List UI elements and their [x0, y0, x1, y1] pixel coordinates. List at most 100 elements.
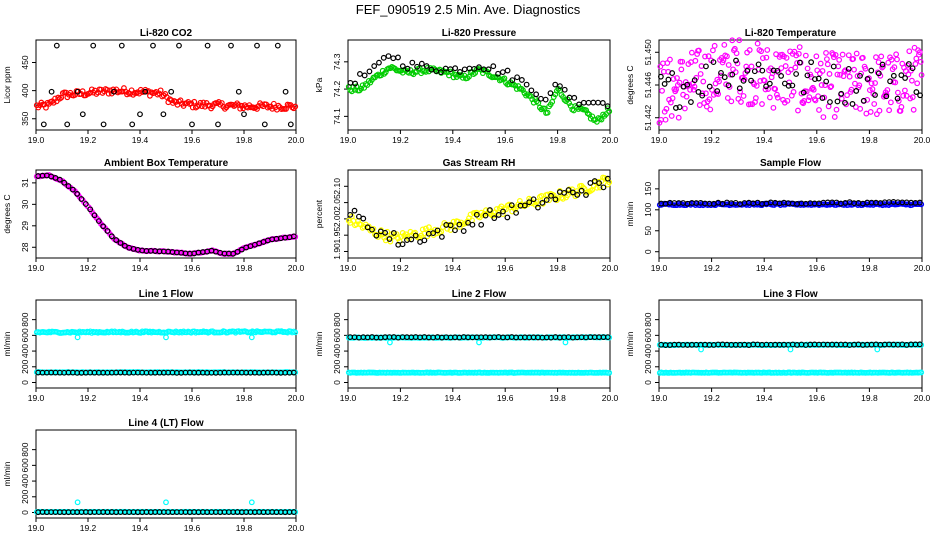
- data-point: [917, 92, 924, 99]
- data-point: [399, 63, 406, 70]
- y-tick-label: 200: [20, 359, 30, 373]
- data-point: [676, 104, 683, 111]
- data-point: [290, 233, 297, 240]
- data-point: [678, 66, 685, 73]
- data-point: [774, 94, 781, 101]
- data-point: [292, 103, 299, 110]
- data-point: [560, 94, 566, 100]
- y-tick-label: 29: [20, 221, 30, 231]
- x-tick-label: 19.8: [861, 135, 878, 145]
- x-tick-label: 19.4: [756, 393, 773, 403]
- data-point: [78, 196, 85, 202]
- data-point: [583, 192, 589, 198]
- x-tick-label: 20.0: [914, 263, 931, 273]
- data-point: [823, 50, 829, 56]
- x-tick-label: 19.6: [184, 263, 201, 273]
- x-tick-label: 19.8: [236, 523, 253, 533]
- plot-frame: [35, 429, 297, 519]
- x-tick-label: 19.0: [651, 135, 668, 145]
- data-point: [578, 187, 585, 194]
- data-point: [478, 221, 485, 228]
- data-point: [461, 66, 468, 73]
- series-black: [347, 175, 611, 248]
- series-ref: [345, 63, 613, 125]
- data-point: [888, 56, 895, 63]
- data-point: [508, 202, 515, 209]
- data-point: [826, 71, 833, 77]
- data-point: [796, 59, 803, 66]
- y-tick-label: 200: [20, 489, 30, 503]
- data-point: [360, 215, 367, 222]
- data-point: [714, 88, 721, 94]
- data-point: [509, 77, 516, 83]
- data-point: [828, 83, 835, 90]
- chart-panel-3: Li-820 Temperature degrees C 19.0 19.2 19.4 1…: [625, 28, 931, 145]
- y-tick-label: 50: [643, 226, 653, 236]
- data-point: [805, 97, 812, 104]
- data-point: [804, 72, 811, 79]
- data-point: [887, 99, 894, 106]
- y-axis-label: ml/min: [2, 331, 12, 356]
- data-point: [692, 57, 699, 64]
- data-point: [774, 91, 780, 98]
- data-point: [495, 212, 502, 218]
- data-point: [804, 65, 811, 72]
- y-tick-label: 2.10: [332, 178, 342, 195]
- data-point: [122, 88, 129, 95]
- data-point: [817, 60, 824, 67]
- y-tick-label: 800: [332, 312, 342, 326]
- chart-title: Line 4 (LT) Flow: [128, 418, 204, 429]
- data-point: [408, 236, 415, 243]
- data-point: [845, 52, 852, 59]
- data-point: [254, 42, 260, 49]
- data-point: [812, 97, 819, 104]
- data-point: [90, 42, 97, 49]
- x-tick-label: 19.2: [80, 393, 97, 403]
- data-point: [521, 202, 528, 209]
- data-point: [909, 65, 916, 72]
- data-point: [916, 199, 923, 206]
- data-point: [856, 82, 863, 89]
- data-point: [772, 86, 779, 92]
- data-point: [698, 346, 704, 353]
- data-point: [390, 230, 397, 236]
- data-point: [69, 186, 76, 193]
- y-tick-label: 2.00: [332, 210, 342, 227]
- data-point: [674, 75, 680, 81]
- x-tick-label: 19.6: [184, 523, 201, 533]
- data-point: [596, 180, 602, 186]
- y-tick-label: 1.90: [332, 243, 342, 260]
- data-point: [580, 184, 586, 191]
- data-point: [690, 86, 697, 93]
- chart-title: Li-820 CO2: [140, 28, 193, 39]
- data-point: [93, 91, 100, 97]
- data-point: [580, 99, 587, 106]
- chart-title: Li-820 Pressure: [442, 28, 517, 39]
- x-tick-label: 19.6: [497, 393, 514, 403]
- data-point: [827, 84, 834, 91]
- data-point: [853, 50, 860, 57]
- data-point: [544, 109, 551, 116]
- data-point: [695, 47, 702, 54]
- data-point: [382, 69, 389, 76]
- x-tick-label: 19.8: [861, 393, 878, 403]
- data-point: [450, 74, 457, 81]
- data-point: [758, 48, 765, 55]
- data-point: [61, 179, 68, 186]
- data-point: [872, 92, 878, 98]
- y-tick-label: 0: [20, 510, 30, 515]
- data-point: [458, 72, 465, 78]
- data-point: [684, 81, 691, 88]
- data-point: [606, 369, 613, 376]
- x-tick-label: 19.8: [236, 135, 253, 145]
- data-point: [215, 99, 222, 105]
- data-point: [820, 114, 827, 121]
- data-point: [275, 102, 282, 109]
- data-point: [679, 58, 686, 65]
- data-point: [839, 51, 846, 58]
- data-point: [706, 83, 713, 90]
- data-point: [234, 248, 241, 255]
- data-point: [663, 105, 670, 112]
- data-point: [387, 339, 393, 346]
- x-tick-label: 20.0: [602, 263, 619, 273]
